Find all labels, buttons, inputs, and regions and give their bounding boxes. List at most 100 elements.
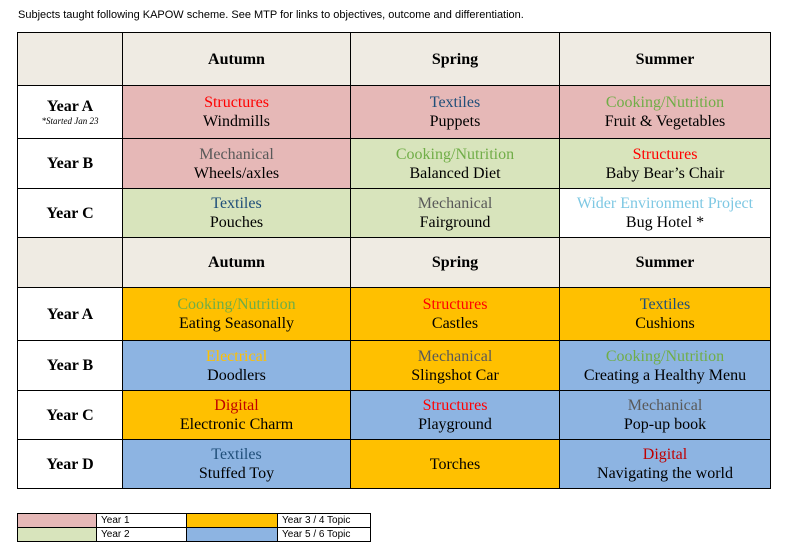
- topic-cell: Torches: [350, 439, 560, 489]
- legend-swatch: [186, 513, 278, 528]
- topic-label: Structures: [422, 397, 488, 414]
- year-cell: Year C: [17, 390, 123, 440]
- color-legend: Year 1 Year 3 / 4 Topic Year 2 Year 5 / …: [17, 513, 371, 542]
- topic-cell: Wider Environment Project Bug Hotel *: [559, 188, 771, 238]
- topic-cell: Digital Navigating the world: [559, 439, 771, 489]
- table-row: Year C Textiles Pouches Mechanical Fairgro…: [17, 188, 771, 238]
- legend-swatch: [17, 527, 97, 542]
- year-label: Year A: [46, 98, 94, 115]
- topic-cell: Mechanical Wheels/axles: [122, 138, 351, 189]
- project-label: Fruit & Vegetables: [604, 113, 726, 130]
- year-cell: Year D: [17, 439, 123, 489]
- topic-label: Structures: [422, 296, 488, 313]
- topic-cell: Textiles Puppets: [350, 85, 560, 139]
- topic-label: Textiles: [211, 195, 262, 212]
- header-spring: Spring: [350, 237, 560, 288]
- topic-label: Cooking/Nutrition: [605, 347, 725, 365]
- project-label: Navigating the world: [597, 465, 733, 482]
- legend-label: Year 3 / 4 Topic: [277, 513, 371, 528]
- topic-cell: Structures Windmills: [122, 85, 351, 139]
- project-label: Bug Hotel *: [625, 214, 705, 231]
- project-label: Cushions: [635, 315, 695, 332]
- topic-label: Cooking/Nutrition: [605, 94, 725, 111]
- project-label: Doodlers: [207, 366, 266, 384]
- legend-label: Year 2: [96, 527, 187, 542]
- legend-row: Year 2 Year 5 / 6 Topic: [17, 527, 371, 542]
- topic-label: Mechanical: [417, 195, 493, 212]
- corner-cell: [17, 237, 123, 288]
- topic-cell: Electrical Doodlers: [122, 340, 351, 391]
- topic-label: Digital: [642, 446, 688, 463]
- project-label: Pop-up book: [623, 416, 707, 433]
- header-summer: Summer: [559, 32, 771, 86]
- year-cell: Year B: [17, 340, 123, 391]
- table-row: Year D Textiles Stuffed Toy Torches Digit…: [17, 439, 771, 489]
- header-autumn: Autumn: [122, 237, 351, 288]
- project-label: Baby Bear’s Chair: [605, 164, 725, 182]
- legend-row: Year 1 Year 3 / 4 Topic: [17, 513, 371, 528]
- table-row: Year B Mechanical Wheels/axles Cooking/Nu…: [17, 138, 771, 189]
- year-cell: Year A: [17, 287, 123, 341]
- topic-cell: Textiles Stuffed Toy: [122, 439, 351, 489]
- topic-label: Textiles: [211, 446, 262, 463]
- topic-cell: Textiles Cushions: [559, 287, 771, 341]
- table-row: Year C Digital Electronic Charm Structure…: [17, 390, 771, 440]
- project-label: Balanced Diet: [409, 164, 501, 182]
- project-label: Torches: [429, 455, 481, 473]
- project-label: Slingshot Car: [411, 366, 499, 384]
- topic-label: Structures: [632, 145, 698, 163]
- project-label: Electronic Charm: [179, 416, 294, 433]
- header-spring: Spring: [350, 32, 560, 86]
- header-row: Autumn Spring Summer: [17, 32, 771, 86]
- project-label: Pouches: [209, 214, 264, 231]
- topic-cell: Mechanical Slingshot Car: [350, 340, 560, 391]
- topic-cell: Cooking/Nutrition Balanced Diet: [350, 138, 560, 189]
- topic-cell: Structures Playground: [350, 390, 560, 440]
- topic-label: Textiles: [429, 94, 481, 111]
- legend-label: Year 5 / 6 Topic: [277, 527, 371, 542]
- year-cell: Year B: [17, 138, 123, 189]
- topic-cell: Cooking/Nutrition Fruit & Vegetables: [559, 85, 771, 139]
- table-row: Year B Electrical Doodlers Mechanical Slin…: [17, 340, 771, 391]
- topic-cell: Mechanical Pop-up book: [559, 390, 771, 440]
- legend-swatch: [17, 513, 97, 528]
- year-cell: Year C: [17, 188, 123, 238]
- topic-cell: Structures Castles: [350, 287, 560, 341]
- header-row: Autumn Spring Summer: [17, 237, 771, 288]
- project-label: Castles: [431, 315, 479, 332]
- project-label: Fairground: [419, 214, 491, 231]
- corner-cell: [17, 32, 123, 86]
- topic-cell: Digital Electronic Charm: [122, 390, 351, 440]
- topic-label: Cooking/Nutrition: [395, 145, 515, 163]
- topic-label: Textiles: [639, 296, 691, 313]
- topic-cell: Textiles Pouches: [122, 188, 351, 238]
- curriculum-table: Autumn Spring Summer Year A *Started Jan…: [17, 32, 771, 489]
- topic-cell: Cooking/Nutrition Eating Seasonally: [122, 287, 351, 341]
- project-label: Puppets: [429, 113, 481, 130]
- project-label: Eating Seasonally: [178, 315, 295, 332]
- project-label: Playground: [418, 416, 492, 433]
- project-label: Windmills: [203, 113, 270, 130]
- topic-label: Digital: [214, 397, 259, 414]
- topic-label: Mechanical: [417, 347, 493, 365]
- header-summer: Summer: [559, 237, 771, 288]
- year-cell: Year A *Started Jan 23: [17, 85, 123, 139]
- project-label: Creating a Healthy Menu: [583, 366, 747, 384]
- topic-cell: Cooking/Nutrition Creating a Healthy Menu: [559, 340, 771, 391]
- year-sub-note: *Started Jan 23: [41, 116, 99, 126]
- topic-label: Mechanical: [627, 397, 703, 414]
- topic-label: Cooking/Nutrition: [177, 296, 296, 313]
- legend-swatch: [186, 527, 278, 542]
- topic-cell: Structures Baby Bear’s Chair: [559, 138, 771, 189]
- project-label: Stuffed Toy: [198, 465, 275, 482]
- topic-label: Electrical: [205, 347, 268, 365]
- table-row: Year A Cooking/Nutrition Eating Seasonall…: [17, 287, 771, 341]
- header-autumn: Autumn: [122, 32, 351, 86]
- topic-label: Mechanical: [199, 145, 274, 163]
- topic-label: Structures: [204, 94, 269, 111]
- topic-cell: Mechanical Fairground: [350, 188, 560, 238]
- legend-label: Year 1: [96, 513, 187, 528]
- table-row: Year A *Started Jan 23 Structures Windmil…: [17, 85, 771, 139]
- topic-label: Wider Environment Project: [576, 195, 754, 212]
- intro-note: Subjects taught following KAPOW scheme. …: [18, 9, 524, 21]
